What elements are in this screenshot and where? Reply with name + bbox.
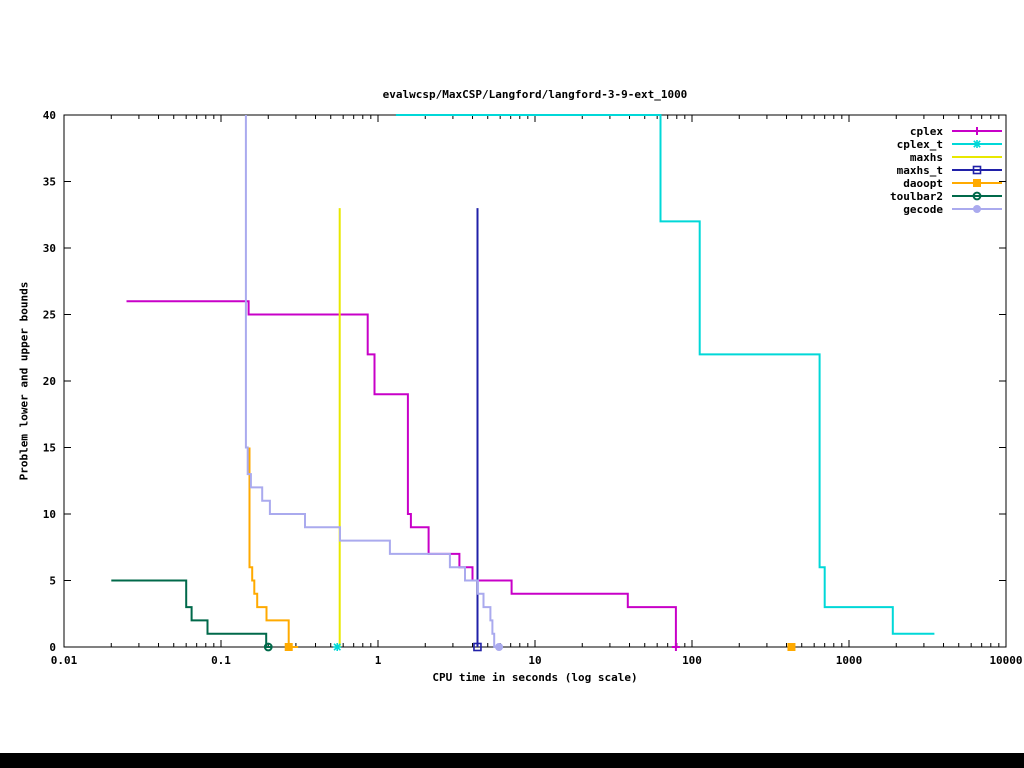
y-tick-label: 0 bbox=[49, 641, 56, 654]
legend-marker-cplex_t bbox=[973, 140, 981, 148]
x-tick-label: 10 bbox=[528, 654, 541, 667]
x-tick-label: 0.1 bbox=[211, 654, 231, 667]
legend-label-cplex: cplex bbox=[910, 125, 943, 138]
series-toulbar2-marker bbox=[263, 642, 273, 652]
series-cplex_t-marker bbox=[333, 643, 342, 651]
y-tick-label: 5 bbox=[49, 575, 56, 588]
series-cplex-line bbox=[126, 300, 680, 648]
chart-title: evalwcsp/MaxCSP/Langford/langford-3-9-ex… bbox=[382, 88, 688, 101]
x-axis-label: CPU time in seconds (log scale) bbox=[432, 671, 638, 684]
series-daoopt-marker bbox=[284, 643, 293, 651]
series-toulbar2-line bbox=[111, 579, 272, 648]
legend-label-cplex_t: cplex_t bbox=[897, 138, 943, 151]
x-tick-label: 0.01 bbox=[51, 654, 78, 667]
series-gecode-line bbox=[244, 115, 498, 648]
series-cplex_t-line bbox=[395, 114, 935, 635]
legend-label-gecode: gecode bbox=[903, 203, 943, 216]
y-tick-label: 35 bbox=[43, 176, 56, 189]
legend-marker-gecode bbox=[973, 205, 981, 213]
series-gecode-marker bbox=[495, 643, 504, 651]
x-tick-label: 100 bbox=[682, 654, 702, 667]
x-tick-label: 1 bbox=[375, 654, 382, 667]
legend-marker-daoopt bbox=[973, 179, 981, 187]
legend-marker-maxhs_t bbox=[972, 165, 982, 175]
series-maxhs_t-marker bbox=[473, 642, 482, 652]
plot-border bbox=[63, 114, 1007, 648]
legend-label-toulbar2: toulbar2 bbox=[890, 190, 943, 203]
bottom-black-bar bbox=[0, 753, 1024, 768]
y-tick-label: 25 bbox=[43, 309, 56, 322]
legend-label-maxhs_t: maxhs_t bbox=[897, 164, 943, 177]
legend-label-daoopt: daoopt bbox=[903, 177, 943, 190]
series-daoopt-line bbox=[248, 447, 299, 648]
y-tick-label: 20 bbox=[43, 375, 56, 388]
y-tick-label: 40 bbox=[43, 109, 56, 122]
legend-marker-toulbar2 bbox=[972, 191, 982, 201]
series-daoopt-marker bbox=[787, 643, 796, 651]
y-tick-label: 30 bbox=[43, 242, 56, 255]
x-tick-label: 10000 bbox=[989, 654, 1022, 667]
y-tick-label: 15 bbox=[43, 442, 56, 455]
legend-label-maxhs: maxhs bbox=[910, 151, 943, 164]
x-tick-label: 1000 bbox=[836, 654, 863, 667]
y-tick-label: 10 bbox=[43, 508, 56, 521]
